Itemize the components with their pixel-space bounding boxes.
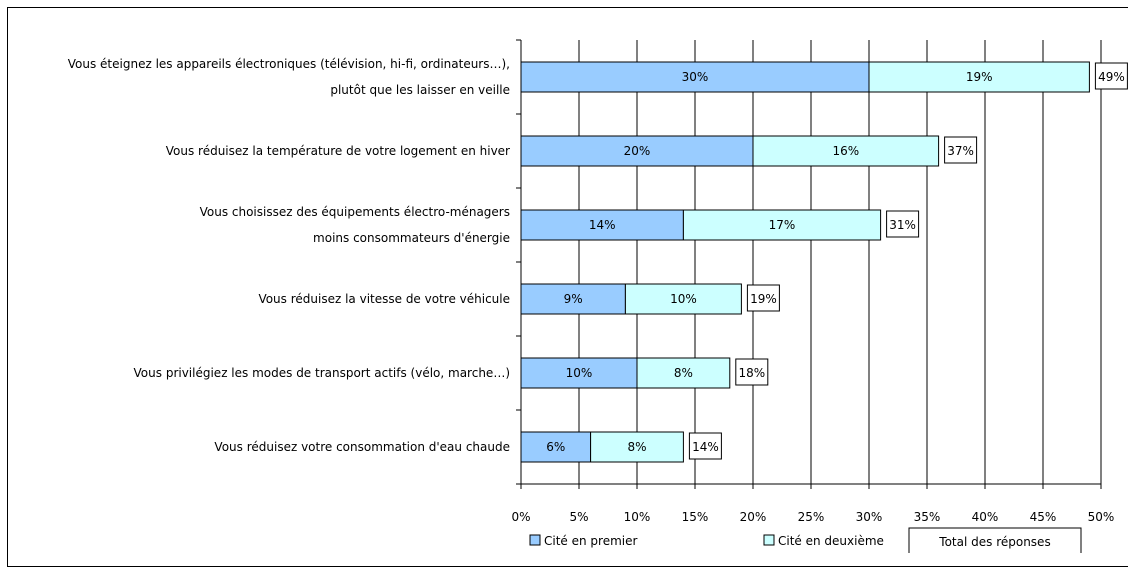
bar-value-label: 10%: [670, 292, 697, 306]
category-label: Vous privilégiez les modes de transport …: [134, 366, 510, 380]
legend-total-box: [908, 527, 1082, 553]
category-label: Vous réduisez votre consommation d'eau c…: [214, 440, 510, 454]
bar-value-label: 14%: [589, 218, 616, 232]
category-label: moins consommateurs d'énergie: [313, 231, 510, 245]
x-tick-label: 50%: [1088, 510, 1115, 524]
legend-label: Cité en deuxième: [778, 534, 884, 548]
bar-value-label: 19%: [966, 70, 993, 84]
bar-value-label: 16%: [832, 144, 859, 158]
bar-cite-en-deuxieme: [624, 283, 742, 315]
bar-value-label: 8%: [674, 366, 693, 380]
bar-value-label: 30%: [682, 70, 709, 84]
x-tick-label: 40%: [972, 510, 999, 524]
bar-cite-en-deuxieme: [636, 357, 731, 389]
category-label: Vous réduisez la vitesse de votre véhicu…: [258, 292, 510, 306]
bar-cite-en-premier: [520, 431, 592, 463]
bar-value-label: 17%: [769, 218, 796, 232]
bar-cite-en-premier: [520, 283, 626, 315]
legend-label: Cité en premier: [544, 534, 637, 548]
total-label: 14%: [692, 440, 719, 454]
legend-swatch-deuxieme: [763, 534, 775, 546]
bar-cite-en-premier: [520, 61, 870, 93]
total-box: [746, 284, 780, 312]
x-tick-label: 15%: [682, 510, 709, 524]
x-tick-label: 45%: [1030, 510, 1057, 524]
bar-cite-en-premier: [520, 209, 684, 241]
stacked-bar-chart: 0% 5% 10% 15% 20% 25% 30% 35% 40% 45% 50% 30% 19% 49%…: [68, 39, 1128, 553]
total-label: 19%: [750, 292, 777, 306]
bar-value-label: 6%: [546, 440, 565, 454]
x-tick-label: 30%: [856, 510, 883, 524]
total-box: [735, 358, 769, 386]
x-tick-label: 5%: [569, 510, 588, 524]
category-label: Vous réduisez la température de votre lo…: [166, 144, 510, 158]
x-tick-label: 0%: [511, 510, 530, 524]
x-tick-label: 35%: [914, 510, 941, 524]
x-tick-label: 20%: [740, 510, 767, 524]
bar-value-label: 10%: [566, 366, 593, 380]
total-label: 37%: [947, 144, 974, 158]
bar-cite-en-deuxieme: [868, 61, 1090, 93]
legend-label: Total des réponses: [938, 535, 1050, 549]
bar-cite-en-premier: [520, 357, 638, 389]
total-label: 31%: [889, 218, 916, 232]
x-tick-label: 25%: [798, 510, 825, 524]
total-box: [1094, 62, 1128, 90]
total-box: [688, 432, 722, 460]
bar-cite-en-deuxieme: [752, 135, 940, 167]
bar-value-label: 9%: [564, 292, 583, 306]
bar-value-label: 8%: [627, 440, 646, 454]
bar-cite-en-deuxieme: [682, 209, 882, 241]
total-box: [944, 136, 978, 164]
bar-value-label: 20%: [624, 144, 651, 158]
total-label: 49%: [1098, 70, 1125, 84]
legend-swatch-premier: [529, 534, 541, 546]
bar-cite-en-deuxieme: [590, 431, 684, 463]
category-label: Vous choisissez des équipements électro-…: [200, 205, 510, 219]
total-box: [886, 210, 920, 238]
x-tick-label: 10%: [624, 510, 651, 524]
total-label: 18%: [738, 366, 765, 380]
category-label: plutôt que les laisser en veille: [330, 83, 510, 97]
category-label: Vous éteignez les appareils électronique…: [68, 57, 510, 71]
